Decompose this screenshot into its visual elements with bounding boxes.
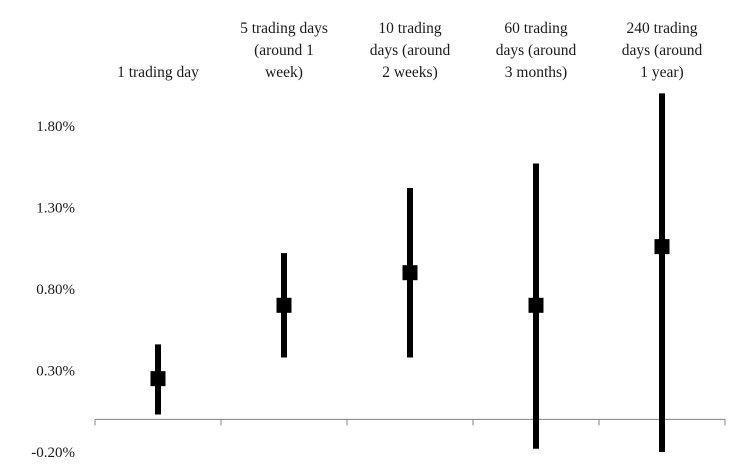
category-label: 1 trading day	[117, 64, 199, 81]
axis-layer	[94, 418, 726, 426]
error-bar-marks	[150, 93, 670, 452]
y-tick-label: -0.20%	[31, 445, 75, 461]
category-label: 240 trading days (around 1 year)	[622, 20, 703, 81]
mean-marker	[150, 371, 166, 387]
category-label-line: (around 1	[254, 42, 314, 59]
category-label-line: 5 trading days	[240, 20, 328, 37]
category-label-line: days (around	[622, 42, 703, 59]
mean-marker	[276, 297, 292, 313]
category-label-line: 1 trading day	[117, 64, 199, 81]
category-label-line: 2 weeks)	[382, 64, 438, 81]
category-label-line: days (around	[496, 42, 577, 59]
category-label-line: 240 trading	[626, 20, 697, 37]
y-tick-label: 0.30%	[36, 364, 75, 380]
category-label-line: days (around	[370, 42, 451, 59]
category-label: 10 trading days (around 2 weeks)	[370, 20, 451, 81]
y-tick-label: 1.30%	[36, 201, 75, 217]
category-label-line: week)	[265, 64, 303, 81]
y-tick-label: 1.80%	[36, 119, 75, 135]
y-axis-tick-labels: 1.80% 1.30% 0.80% 0.30% -0.20%	[31, 119, 75, 461]
category-label: 60 trading days (around 3 months)	[496, 20, 577, 81]
mean-marker	[528, 297, 544, 313]
mean-marker	[654, 239, 670, 255]
category-label-line: 3 months)	[505, 64, 567, 81]
category-label-line: 60 trading	[504, 20, 568, 37]
error-bar-group	[402, 187, 418, 358]
category-labels: 1 trading day 5 trading days (around 1 week…	[117, 20, 702, 81]
error-bar-group	[276, 253, 292, 358]
mean-marker	[402, 265, 418, 281]
error-bar-group	[150, 344, 166, 415]
error-bar-group	[654, 93, 670, 452]
category-label-line: 10 trading	[378, 20, 442, 37]
category-label: 5 trading days (around 1 week)	[240, 20, 328, 81]
y-tick-label: 0.80%	[36, 282, 75, 298]
error-bar-group	[528, 163, 544, 449]
category-label-line: 1 year)	[640, 64, 683, 81]
